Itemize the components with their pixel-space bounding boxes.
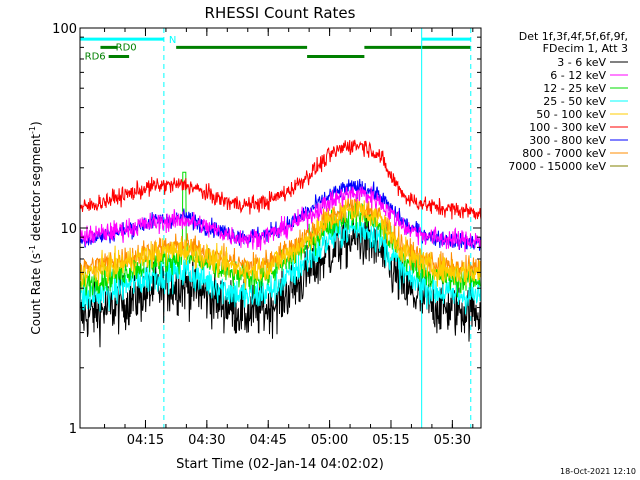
x-tick-label: 04:45 [249,433,286,448]
legend-label: 25 - 50 keV [543,95,606,108]
state-bar-label-n: N [169,35,176,46]
legend-label: 3 - 6 keV [557,56,606,69]
legend-label: 50 - 100 keV [536,108,606,121]
chart-title: RHESSI Count Rates [205,4,356,22]
axis-ticks: 04:15 04:30 04:45 05:00 05:15 05:30 1 10 100 [52,22,481,448]
legend: Det 1f,3f,4f,5f,6f,9f, FDecim 1, Att 3 3… [508,30,628,173]
y-tick-label: 1 [69,422,77,437]
footer-date: 18-Oct-2021 12:10 [560,467,636,476]
x-tick-label: 04:30 [188,433,225,448]
legend-label: 100 - 300 keV [529,121,606,134]
series-line [79,139,482,221]
y-tick-label: 10 [60,222,77,237]
series-line [79,199,482,291]
attenuator-labels: N RD0 RD6 [85,35,177,62]
x-axis-label: Start Time (02-Jan-14 04:02:02) [176,457,384,472]
x-tick-label: 04:15 [127,433,164,448]
series-lines [79,139,482,348]
y-axis-label: Count Rate (s-1 detector segment-1) [28,121,43,334]
state-bar-label-rd0: RD0 [116,42,137,53]
legend-label: 300 - 800 keV [529,134,606,147]
legend-label: 800 - 7000 keV [522,147,606,160]
series-line [79,186,482,253]
series-line [79,210,482,315]
state-bar-label-rd6: RD6 [85,52,106,63]
legend-label: 7000 - 15000 keV [508,160,606,173]
x-tick-label: 05:00 [311,433,348,448]
legend-label: 6 - 12 keV [550,69,606,82]
y-tick-label: 100 [52,22,77,37]
attenuator-bars [80,37,471,59]
x-tick-label: 05:30 [434,433,471,448]
legend-label: 12 - 25 keV [543,82,606,95]
legend-header-line1: Det 1f,3f,4f,5f,6f,9f, [519,30,628,43]
legend-header-line2: FDecim 1, Att 3 [543,42,628,55]
x-tick-label: 05:15 [372,433,409,448]
